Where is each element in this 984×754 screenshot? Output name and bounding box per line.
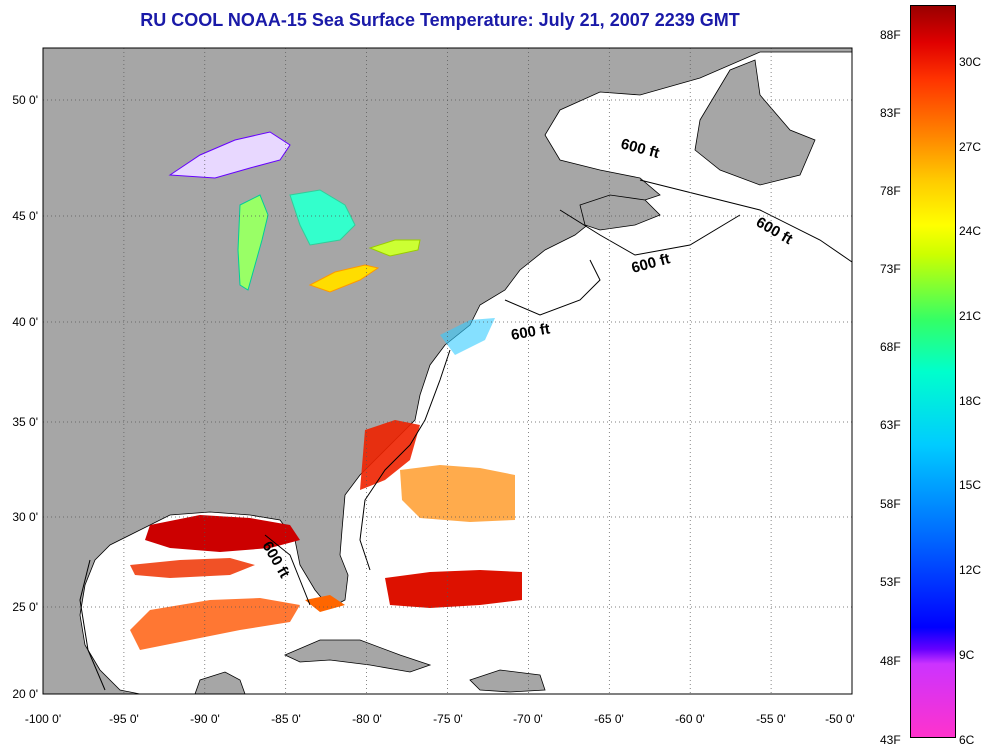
celsius-label: 27C [959,140,982,154]
lake-erie [308,264,380,293]
celsius-label: 30C [959,55,982,69]
lon-tick-label: -85 0' [271,712,301,726]
lon-tick-label: -60 0' [675,712,705,726]
lon-tick-label: -50 0' [825,712,855,726]
graticule [43,48,852,694]
lon-tick-label: -95 0' [109,712,139,726]
lat-axis: 20 0' 25 0' 30 0' 35 0' 40 0' 45 0' 50 0… [12,93,38,701]
isobath-lines [79,179,853,691]
lon-tick-label: -75 0' [433,712,463,726]
lat-tick-label: 30 0' [12,510,38,524]
map-frame [42,47,853,695]
lat-tick-label: 25 0' [12,600,38,614]
fahrenheit-label: 58F [880,497,901,511]
sst-patches [130,318,522,650]
celsius-label: 24C [959,224,982,238]
fahrenheit-label: 68F [880,340,901,354]
lake-superior [168,131,291,179]
lon-tick-label: -100 0' [25,712,61,726]
fahrenheit-label: 63F [880,418,901,432]
lon-tick-label: -65 0' [594,712,624,726]
map-title: RU COOL NOAA-15 Sea Surface Temperature:… [140,10,740,30]
lake-huron [289,189,356,246]
lat-tick-label: 40 0' [12,315,38,329]
lon-tick-label: -55 0' [756,712,786,726]
fahrenheit-label: 48F [880,654,901,668]
celsius-label: 9C [959,648,975,662]
lon-tick-label: -80 0' [352,712,382,726]
lat-tick-label: 20 0' [12,687,38,701]
lon-tick-label: -70 0' [513,712,543,726]
lake-michigan [237,194,269,291]
fahrenheit-label: 83F [880,106,901,120]
fahrenheit-label: 88F [880,28,901,42]
fahrenheit-label: 53F [880,575,901,589]
lon-tick-label: -90 0' [190,712,220,726]
celsius-label: 21C [959,309,982,323]
celsius-label: 12C [959,563,982,577]
temperature-colorbar [910,5,956,738]
lat-tick-label: 35 0' [12,415,38,429]
land-maritimes [579,194,661,231]
celsius-label: 18C [959,394,982,408]
celsius-label: 6C [959,733,975,747]
land-hispaniola [469,669,546,693]
map-plot-area: 600 ft 600 ft 600 ft 600 ft 600 ft [42,47,853,695]
lat-tick-label: 50 0' [12,93,38,107]
land-cuba [284,639,432,673]
lon-axis: -100 0' -95 0' -90 0' -85 0' -80 0' -75 … [25,712,855,726]
isobath-label: 600 ft [510,320,552,344]
lat-tick-label: 45 0' [12,209,38,223]
lake-ontario [368,239,421,257]
fahrenheit-label: 78F [880,184,901,198]
land-newfoundland [694,59,816,186]
celsius-label: 15C [959,478,982,492]
fahrenheit-label: 43F [880,733,901,747]
fahrenheit-label: 73F [880,262,901,276]
